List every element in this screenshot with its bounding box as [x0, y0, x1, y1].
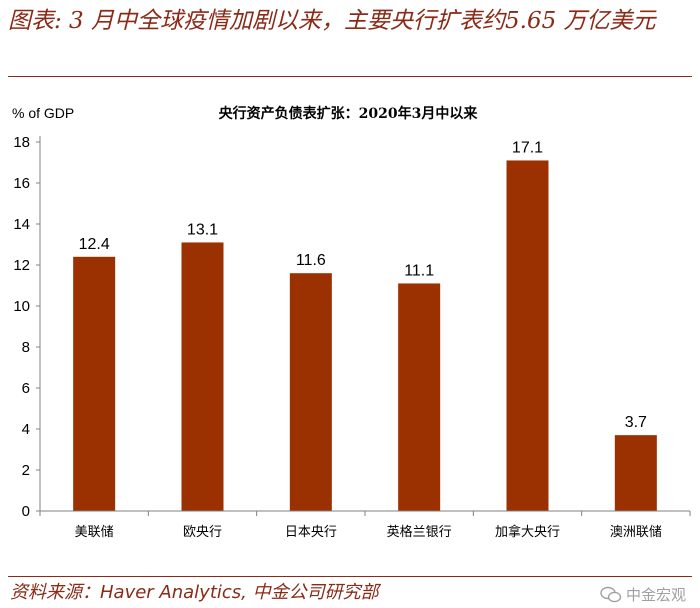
category-label: 欧央行 [183, 525, 222, 540]
bar-value-label: 17.1 [512, 139, 543, 156]
bar [506, 160, 549, 511]
y-tick-label: 8 [22, 339, 30, 356]
bar [614, 435, 657, 511]
figure-title: 图表: 3 月中全球疫情加剧以来，主要央行扩表约5.65 万亿美元 [8, 8, 656, 34]
chart-title: 央行资产负债表扩张：2020年3月中以来 [219, 105, 479, 122]
y-tick-label: 18 [13, 134, 30, 151]
bars: 12.4 13.1 11.6 11.1 17.1 3.7 [73, 139, 657, 511]
bar [289, 273, 332, 511]
watermark: 中金宏观 [600, 584, 686, 605]
watermark-text: 中金宏观 [625, 586, 686, 604]
y-tick-label: 16 [13, 175, 30, 192]
footer-divider [8, 576, 692, 577]
y-tick-label: 6 [22, 380, 30, 397]
y-tick-label: 14 [13, 216, 30, 233]
category-label: 日本央行 [285, 525, 337, 540]
bar-value-label: 13.1 [187, 221, 218, 238]
bar [398, 283, 441, 511]
y-tick-label: 4 [22, 421, 30, 438]
bar-value-label: 12.4 [79, 236, 110, 253]
source-note: 资料来源：Haver Analytics, 中金公司研究部 [10, 582, 379, 603]
y-axis-label: % of GDP [12, 105, 74, 121]
bar-value-label: 11.1 [404, 262, 434, 279]
bar-value-label: 3.7 [625, 414, 647, 431]
y-tick-label: 10 [13, 298, 30, 315]
axes [39, 136, 691, 516]
y-tick-label: 0 [22, 503, 30, 520]
y-axis-ticks: 0 2 4 6 8 10 12 14 16 18 [13, 134, 40, 520]
title-divider [8, 76, 692, 77]
category-label: 澳洲联储 [610, 524, 662, 540]
category-label: 英格兰银行 [387, 524, 452, 540]
category-label: 加拿大央行 [495, 524, 560, 540]
bar [73, 256, 116, 511]
y-tick-label: 2 [22, 462, 30, 479]
bar [181, 242, 224, 511]
bar-chart: % of GDP 央行资产负债表扩张：2020年3月中以来 0 2 4 6 8 10 12 1… [12, 105, 691, 540]
wechat-icon [600, 586, 622, 602]
bar-value-label: 11.6 [296, 252, 326, 269]
category-labels: 美联储 欧央行 日本央行 英格兰银行 加拿大央行 澳洲联储 [75, 524, 662, 540]
category-label: 美联储 [75, 525, 114, 540]
y-tick-label: 12 [13, 257, 30, 274]
